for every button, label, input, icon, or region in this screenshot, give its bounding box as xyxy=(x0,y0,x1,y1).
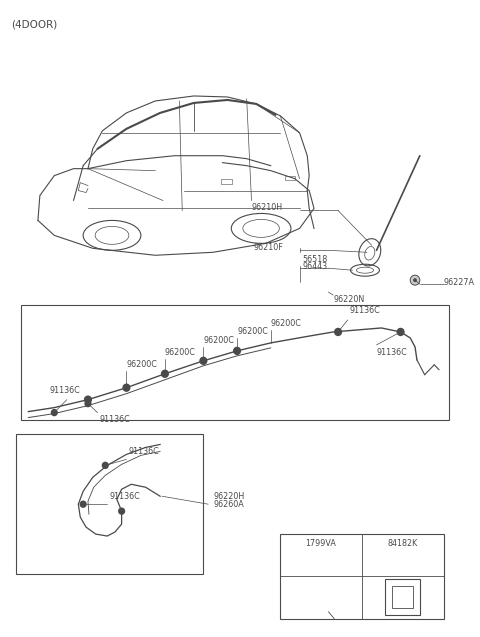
Text: 91136C: 91136C xyxy=(109,492,140,501)
Circle shape xyxy=(102,462,108,468)
Text: 96200C: 96200C xyxy=(237,327,268,336)
Text: 96260A: 96260A xyxy=(213,500,244,509)
Text: 91136C: 91136C xyxy=(376,348,408,357)
Text: 96210H: 96210H xyxy=(252,203,283,212)
Text: 56518: 56518 xyxy=(302,255,328,264)
Text: 96220H: 96220H xyxy=(213,492,244,501)
Circle shape xyxy=(335,329,341,336)
Text: 84182K: 84182K xyxy=(387,539,418,548)
Bar xyxy=(21,305,449,420)
Text: 96210F: 96210F xyxy=(253,243,283,252)
Circle shape xyxy=(80,501,86,507)
Circle shape xyxy=(397,329,404,336)
Text: 96220N: 96220N xyxy=(333,295,364,304)
Circle shape xyxy=(84,396,91,403)
Bar xyxy=(385,579,420,615)
Text: 91136C: 91136C xyxy=(349,306,380,315)
Text: 96200C: 96200C xyxy=(126,360,157,369)
Text: 91136C: 91136C xyxy=(49,385,80,395)
Bar xyxy=(392,586,413,608)
Text: 96200C: 96200C xyxy=(204,336,234,345)
Bar xyxy=(280,534,444,619)
Text: 96227A: 96227A xyxy=(444,278,475,287)
Text: 91136C: 91136C xyxy=(99,415,130,424)
Bar xyxy=(221,178,232,183)
Circle shape xyxy=(162,370,168,377)
Text: 1799VA: 1799VA xyxy=(305,539,336,548)
Circle shape xyxy=(200,357,207,364)
Bar xyxy=(285,176,295,180)
Text: 96200C: 96200C xyxy=(271,319,301,328)
Circle shape xyxy=(410,275,420,285)
Circle shape xyxy=(85,401,91,406)
Circle shape xyxy=(413,278,417,282)
Text: 91136C: 91136C xyxy=(128,447,159,456)
Circle shape xyxy=(51,410,57,415)
Text: 96443: 96443 xyxy=(302,262,327,271)
Circle shape xyxy=(234,347,240,354)
Text: 96200C: 96200C xyxy=(165,348,196,357)
Bar xyxy=(16,434,204,574)
Circle shape xyxy=(123,384,130,391)
Text: (4DOOR): (4DOOR) xyxy=(11,19,57,29)
Circle shape xyxy=(119,508,124,514)
